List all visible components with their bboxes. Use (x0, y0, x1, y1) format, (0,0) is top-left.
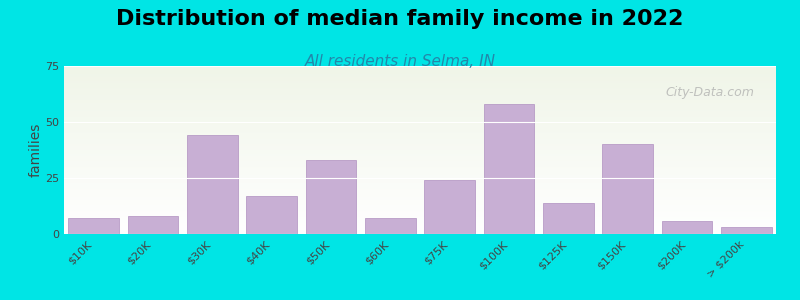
Bar (484, 104, 534, 234)
Bar (425, 180, 475, 234)
Bar (662, 220, 712, 234)
Bar (69, 218, 119, 234)
Bar (246, 196, 297, 234)
Bar (602, 144, 653, 234)
Text: All residents in Selma, IN: All residents in Selma, IN (305, 54, 495, 69)
Bar (128, 216, 178, 234)
Y-axis label: families: families (28, 123, 42, 177)
Text: City-Data.com: City-Data.com (666, 86, 754, 99)
Text: Distribution of median family income in 2022: Distribution of median family income in … (116, 9, 684, 29)
Bar (543, 202, 594, 234)
Bar (365, 218, 415, 234)
Bar (306, 160, 356, 234)
Bar (721, 227, 771, 234)
Bar (187, 135, 238, 234)
